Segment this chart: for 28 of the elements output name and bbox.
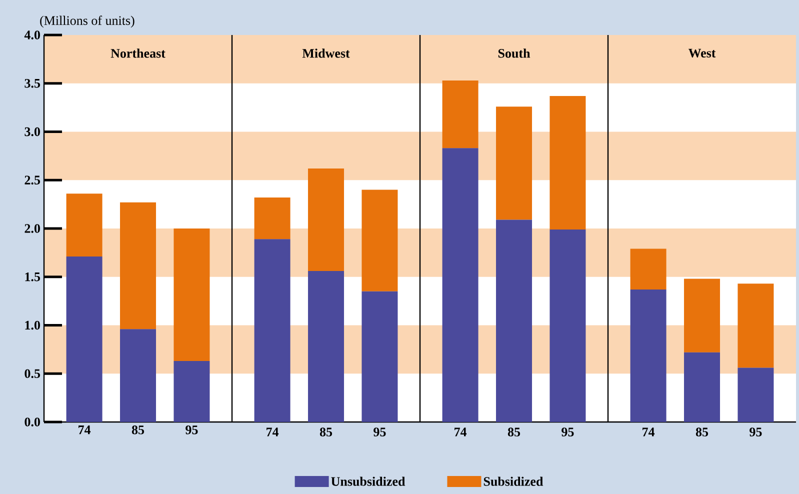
x-tick-label: 74 bbox=[642, 428, 655, 436]
y-tick-label: 0.0 bbox=[24, 418, 40, 426]
x-tick-label: 95 bbox=[186, 426, 198, 434]
text: Midwest bbox=[302, 48, 350, 58]
y-tick-label: 3.0 bbox=[24, 127, 40, 136]
text: South bbox=[498, 48, 530, 58]
x-tick-label: 85 bbox=[132, 426, 144, 434]
y-tick-label: 0.5 bbox=[24, 369, 40, 378]
x-tick-label: 85 bbox=[696, 428, 708, 436]
x-tick-label: 74 bbox=[78, 426, 91, 434]
x-tick-label: 85 bbox=[508, 428, 520, 436]
x-tick-label: 74 bbox=[266, 428, 279, 436]
y-tick-label: 3.5 bbox=[24, 78, 40, 88]
y-tick-label: 4.0 bbox=[24, 30, 40, 40]
x-tick-label: 95 bbox=[374, 428, 386, 436]
text: Northeast bbox=[110, 48, 166, 58]
x-tick-label: 74 bbox=[454, 428, 467, 436]
legend-label: Unsubsidized bbox=[331, 476, 406, 486]
legend-label: Subsidized bbox=[484, 476, 544, 486]
y-tick-label: 1.5 bbox=[25, 272, 40, 282]
y-tick-label: 2.5 bbox=[24, 176, 40, 185]
x-tick-label: 95 bbox=[750, 428, 762, 436]
y-tick-label: 2.0 bbox=[24, 224, 40, 233]
y-tick-label: 1.0 bbox=[25, 320, 40, 330]
x-tick-label: 85 bbox=[320, 428, 332, 436]
y-axis-title: (Millions of units) bbox=[40, 16, 134, 28]
text: West bbox=[688, 48, 716, 58]
x-tick-label: 95 bbox=[562, 428, 574, 436]
